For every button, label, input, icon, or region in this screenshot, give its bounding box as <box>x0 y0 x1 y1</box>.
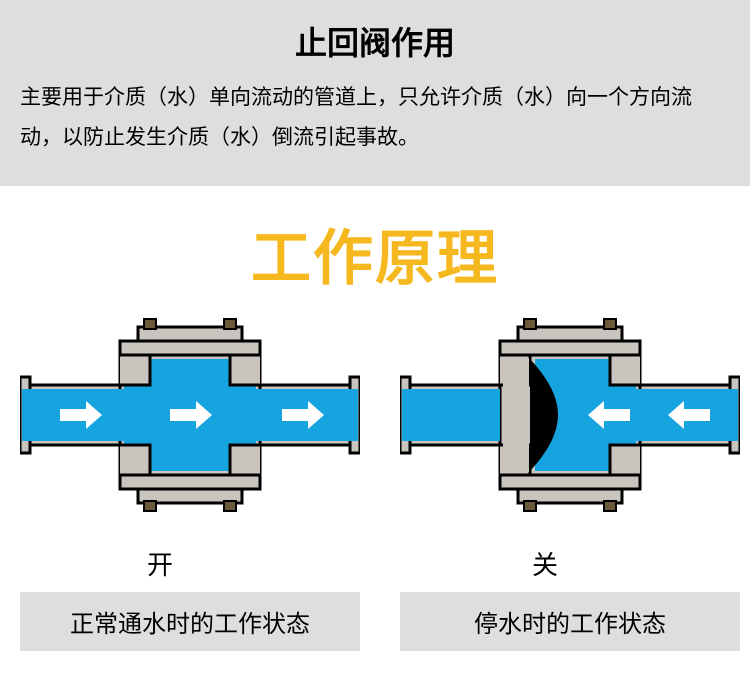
state-label-closed: 停水时的工作状态 <box>400 592 740 651</box>
header-block: 止回阀作用 主要用于介质（水）单向流动的管道上，只允许介质（水）向一个方向流动，… <box>0 0 750 186</box>
page-title: 止回阀作用 <box>20 18 730 64</box>
state-char-closed: 关 <box>400 545 740 582</box>
principle-title: 工作原理 <box>0 210 750 297</box>
diagram-closed: 关 停水时的工作状态 <box>400 315 740 651</box>
state-label-open: 正常通水时的工作状态 <box>20 592 360 651</box>
valve-closed-svg <box>400 315 740 515</box>
valve-open-svg <box>20 315 360 515</box>
description-text: 主要用于介质（水）单向流动的管道上，只允许介质（水）向一个方向流动，以防止发生介… <box>20 78 730 158</box>
diagram-open: 开 正常通水时的工作状态 <box>20 315 360 651</box>
state-char-open: 开 <box>20 545 360 582</box>
diagram-row: 开 正常通水时的工作状态 <box>0 315 750 651</box>
